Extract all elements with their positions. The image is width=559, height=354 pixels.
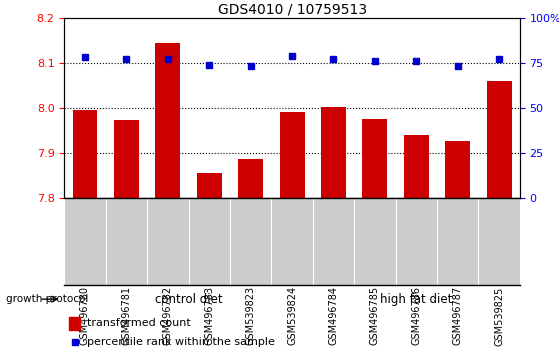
Text: transformed count: transformed count: [87, 318, 191, 328]
Bar: [487, 81, 511, 198]
Bar: [362, 119, 387, 198]
Bar: [73, 110, 97, 198]
Bar: [69, 317, 80, 330]
Bar: [280, 113, 305, 198]
Bar: [197, 173, 222, 198]
Bar: [404, 135, 429, 198]
Text: growth protocol: growth protocol: [6, 294, 88, 304]
Bar: [238, 159, 263, 198]
Title: GDS4010 / 10759513: GDS4010 / 10759513: [217, 2, 367, 17]
Bar: [446, 141, 470, 198]
Bar: [114, 120, 139, 198]
Bar: [321, 107, 346, 198]
Text: control diet: control diet: [155, 293, 222, 306]
Text: high fat diet: high fat diet: [380, 293, 453, 306]
Bar: [155, 42, 180, 198]
Text: percentile rank within the sample: percentile rank within the sample: [87, 337, 275, 347]
